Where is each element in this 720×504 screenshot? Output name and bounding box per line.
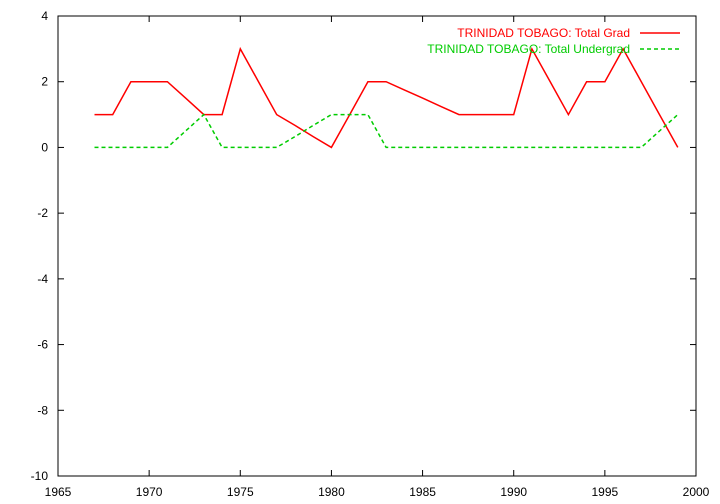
- legend: TRINIDAD TOBAGO: Total Grad TRINIDAD TOBA…: [427, 26, 680, 56]
- plot-frame: [57, 15, 697, 477]
- series-layer: [94, 46, 679, 149]
- y-tick-label: 4: [41, 9, 48, 23]
- y-tick-label: -2: [37, 206, 48, 220]
- y-tick-label: 2: [41, 75, 48, 89]
- series-line-total-undergrad: [94, 113, 679, 149]
- axis-tick-labels: 1965 1970 1975 1980 1985 1990 1995 2000 -10 -8 -6 -…: [31, 9, 710, 499]
- x-tick-label: 2000: [683, 485, 710, 499]
- x-tick-label: 1995: [592, 485, 619, 499]
- y-tick-label: -8: [37, 403, 48, 417]
- y-tick-label: -4: [37, 272, 48, 286]
- legend-label: TRINIDAD TOBAGO: Total Undergrad: [427, 42, 630, 56]
- y-tick-label: -10: [31, 469, 49, 483]
- y-tick-label: -6: [37, 338, 48, 352]
- axis-ticks: [57, 15, 697, 477]
- x-tick-label: 1980: [318, 485, 345, 499]
- legend-label: TRINIDAD TOBAGO: Total Grad: [457, 26, 630, 40]
- x-tick-label: 1965: [45, 485, 72, 499]
- x-tick-label: 1975: [227, 485, 254, 499]
- x-tick-label: 1990: [500, 485, 527, 499]
- x-tick-label: 1985: [409, 485, 436, 499]
- y-tick-label: 0: [41, 140, 48, 154]
- series-line-total-grad: [94, 46, 679, 149]
- x-tick-label: 1970: [136, 485, 163, 499]
